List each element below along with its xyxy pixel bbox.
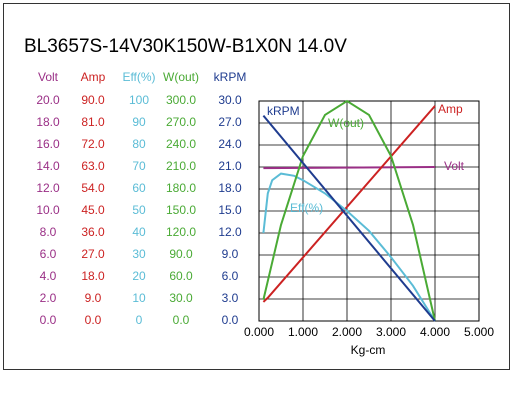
y-tick-label: 10.0 [36,203,60,217]
series-label: Eff(%) [290,201,323,215]
x-tick-label: 3.000 [376,325,406,339]
y-tick-label: 80 [132,137,146,151]
y-tick-label: 9.0 [85,291,102,305]
y-tick-label: 6.0 [222,269,239,283]
y-tick-label: 16.0 [36,137,60,151]
y-tick-label: 300.0 [166,93,196,107]
y-tick-label: 9.0 [222,247,239,261]
y-tick-label: 21.0 [218,159,242,173]
y-tick-label: 14.0 [36,159,60,173]
y-tick-label: 0.0 [222,313,239,327]
y-tick-label: 70 [132,159,146,173]
y-tick-label: 20.0 [36,93,60,107]
y-tick-label: 20 [132,269,146,283]
y-tick-label: 6.0 [40,247,57,261]
y-tick-label: 50 [132,203,146,217]
series-label: Amp [438,102,463,116]
y-tick-label: 90 [132,115,146,129]
y-tick-label: 30.0 [169,291,193,305]
y-tick-label: 30 [132,247,146,261]
x-tick-label: 5.000 [464,325,494,339]
y-tick-label: 240.0 [166,137,196,151]
y-tick-label: 8.0 [40,225,57,239]
y-tick-label: 40 [132,225,146,239]
series-line [262,105,436,303]
x-tick-label: 0.000 [244,325,274,339]
y-tick-label: 60 [132,181,146,195]
y-tick-label: 30.0 [218,93,242,107]
y-tick-label: 90.0 [169,247,193,261]
y-tick-label: 81.0 [81,115,105,129]
y-tick-label: 90.0 [81,93,105,107]
chart-title: BL3657S-14V30K150W-B1X0N 14.0V [24,36,347,57]
y-tick-label: 0.0 [85,313,102,327]
y-tick-label: 270.0 [166,115,196,129]
series-label: W(out) [328,116,364,130]
axis-header: Amp [81,70,106,84]
y-tick-label: 45.0 [81,203,105,217]
y-tick-label: 100 [129,93,149,107]
y-tick-label: 27.0 [218,115,242,129]
y-tick-label: 72.0 [81,137,105,151]
y-tick-label: 12.0 [36,181,60,195]
y-tick-label: 15.0 [218,203,242,217]
y-tick-label: 60.0 [169,269,193,283]
y-tick-label: 3.0 [222,291,239,305]
series-line [262,172,436,322]
y-tick-label: 12.0 [218,225,242,239]
axis-header: kRPM [214,70,247,84]
y-tick-label: 24.0 [218,137,242,151]
y-tick-label: 0.0 [40,313,57,327]
axis-header: Volt [38,70,59,84]
y-tick-label: 0 [136,313,143,327]
y-tick-label: 150.0 [166,203,196,217]
y-tick-label: 0.0 [173,313,190,327]
y-tick-label: 18.0 [81,269,105,283]
axis-header: Eff(%) [122,70,155,84]
series-line [262,115,436,322]
y-tick-label: 63.0 [81,159,105,173]
y-tick-label: 27.0 [81,247,105,261]
y-tick-label: 120.0 [166,225,196,239]
y-tick-label: 18.0 [36,115,60,129]
y-tick-label: 18.0 [218,181,242,195]
x-tick-label: 2.000 [332,325,362,339]
y-tick-label: 54.0 [81,181,105,195]
series-label: Volt [444,159,465,173]
y-tick-label: 2.0 [40,291,57,305]
series-label: kRPM [267,104,300,118]
series-line [262,99,436,322]
y-tick-label: 4.0 [40,269,57,283]
series-line [263,166,436,170]
y-tick-label: 210.0 [166,159,196,173]
frame [3,3,510,370]
x-tick-label: 4.000 [420,325,450,339]
y-tick-label: 180.0 [166,181,196,195]
x-tick-label: 1.000 [288,325,318,339]
x-axis-label: Kg-cm [351,343,386,357]
y-tick-label: 10 [132,291,146,305]
y-tick-label: 36.0 [81,225,105,239]
axis-header: W(out) [163,70,199,84]
